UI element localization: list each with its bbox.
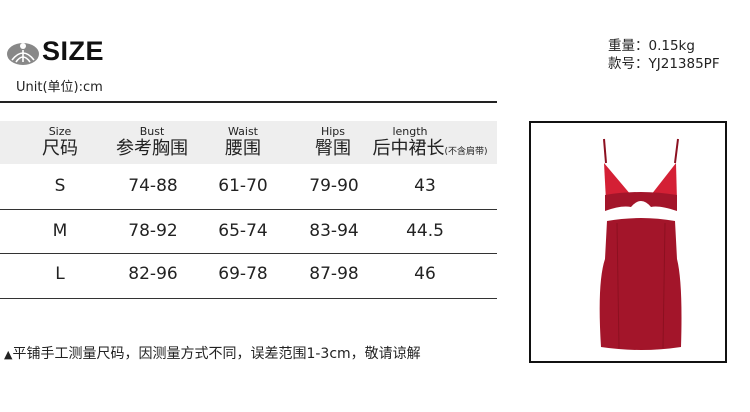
header-note: (不含肩带) (444, 147, 488, 157)
header-en: Bust (139, 125, 165, 138)
row-divider (0, 253, 497, 254)
column-header-bust: Bust 参考胸围 (116, 125, 188, 160)
header-cn: 尺码 (42, 138, 78, 159)
cell-size: M (52, 221, 68, 241)
dress-illustration (599, 138, 682, 350)
divider (0, 101, 497, 103)
cell-length: 46 (414, 264, 436, 284)
cell-size: L (55, 264, 65, 284)
column-header-waist: Waist 腰围 (225, 125, 261, 160)
cell-bust: 82-96 (128, 264, 178, 284)
weight-text: 重量：0.15kg (608, 38, 695, 54)
product-meta: 重量：0.15kg 款号：YJ21385PF (608, 37, 720, 73)
header-cn: 参考胸围 (116, 138, 188, 159)
cell-waist: 69-78 (218, 264, 268, 284)
header-en: Hips (320, 125, 346, 138)
row-divider (0, 209, 497, 210)
triangle-up-icon: ▲ (4, 348, 13, 361)
header-en: Size (48, 125, 72, 138)
table-header: Size 尺码 Bust 参考胸围 Waist 腰围 Hips 臀围 lengt… (0, 121, 497, 164)
header-cn: 腰围 (225, 138, 261, 159)
column-header-size: Size 尺码 (42, 125, 78, 160)
cell-hips: 79-90 (309, 176, 359, 196)
cell-hips: 83-94 (309, 221, 359, 241)
footnote: ▲平铺手工测量尺码，因测量方式不同，误差范围1-3cm，敬请谅解 (4, 343, 421, 363)
model-number-text: 款号：YJ21385PF (608, 56, 720, 72)
header-en: length (392, 125, 428, 138)
unit-label: Unit(单位):cm (16, 80, 103, 95)
product-image (529, 121, 727, 363)
page-title: SIZE (42, 36, 105, 66)
cell-size: S (54, 176, 66, 196)
row-divider (0, 298, 497, 299)
footnote-text: 平铺手工测量尺码，因测量方式不同，误差范围1-3cm，敬请谅解 (12, 346, 421, 362)
cell-hips: 87-98 (309, 264, 359, 284)
cell-waist: 61-70 (218, 176, 268, 196)
header-en: Waist (227, 125, 258, 138)
cell-waist: 65-74 (218, 221, 268, 241)
cell-bust: 78-92 (128, 221, 178, 241)
column-header-length: length 后中裙长(不含肩带) (372, 126, 487, 163)
header-cn: 后中裙长 (372, 138, 445, 159)
cell-length: 44.5 (406, 221, 444, 241)
brand-logo-icon (7, 43, 39, 65)
cell-length: 43 (414, 176, 436, 196)
column-header-hips: Hips 臀围 (315, 125, 351, 160)
cell-bust: 74-88 (128, 176, 178, 196)
header-cn: 臀围 (315, 138, 351, 159)
